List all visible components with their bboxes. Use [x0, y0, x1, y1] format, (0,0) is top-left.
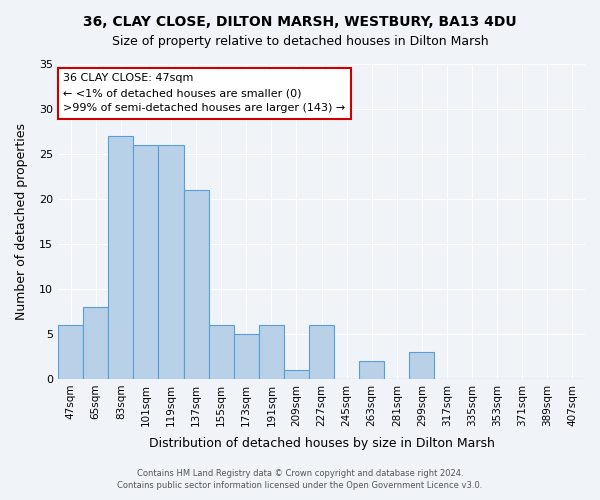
Bar — [58, 325, 83, 379]
Bar — [108, 136, 133, 379]
Text: Size of property relative to detached houses in Dilton Marsh: Size of property relative to detached ho… — [112, 35, 488, 48]
Text: Contains HM Land Registry data © Crown copyright and database right 2024.
Contai: Contains HM Land Registry data © Crown c… — [118, 468, 482, 490]
Y-axis label: Number of detached properties: Number of detached properties — [15, 123, 28, 320]
Bar — [184, 190, 209, 379]
Bar — [209, 325, 234, 379]
Bar — [83, 307, 108, 379]
Bar — [158, 145, 184, 379]
Bar — [359, 361, 384, 379]
Bar — [409, 352, 434, 379]
X-axis label: Distribution of detached houses by size in Dilton Marsh: Distribution of detached houses by size … — [149, 437, 494, 450]
Text: 36, CLAY CLOSE, DILTON MARSH, WESTBURY, BA13 4DU: 36, CLAY CLOSE, DILTON MARSH, WESTBURY, … — [83, 15, 517, 29]
Bar — [234, 334, 259, 379]
Text: 36 CLAY CLOSE: 47sqm
← <1% of detached houses are smaller (0)
>99% of semi-detac: 36 CLAY CLOSE: 47sqm ← <1% of detached h… — [64, 74, 346, 113]
Bar — [284, 370, 309, 379]
Bar — [259, 325, 284, 379]
Bar — [133, 145, 158, 379]
Bar — [309, 325, 334, 379]
